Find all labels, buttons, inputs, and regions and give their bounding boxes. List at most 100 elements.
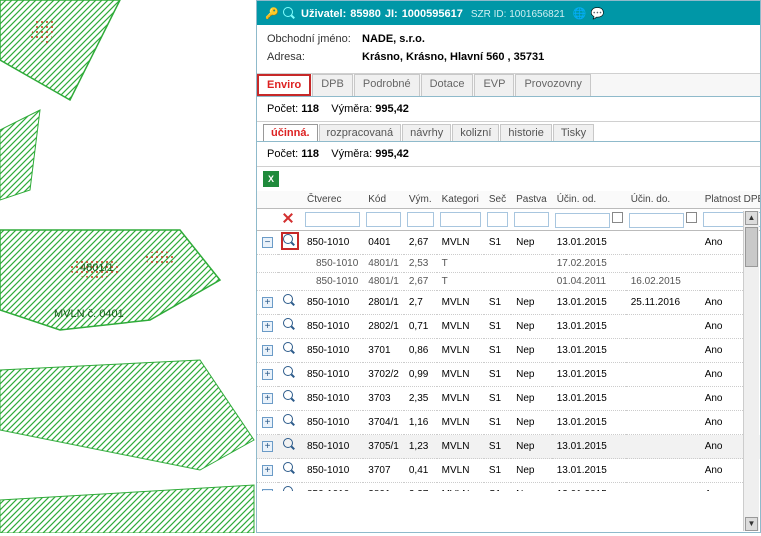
info-icon[interactable]: 💬	[591, 7, 605, 21]
tab-enviro[interactable]: Enviro	[257, 74, 311, 96]
subtab-0[interactable]: účinná.	[263, 124, 318, 141]
table-row[interactable]: +850-10103705/11,23MVLNS1Nep13.01.2015An…	[257, 435, 760, 459]
zoom-to-icon[interactable]	[283, 366, 297, 380]
cell-od: 13.01.2015	[552, 435, 626, 459]
collapse-icon[interactable]: −	[262, 237, 273, 248]
table-row[interactable]: +850-10102802/10,71MVLNS1Nep13.01.2015An…	[257, 315, 760, 339]
cell-od: 13.01.2015	[552, 231, 626, 255]
table-row[interactable]: +850-101037070,41MVLNS1Nep13.01.2015Ano	[257, 459, 760, 483]
map-pane[interactable]: 4801/1 MVLN č. 0401	[0, 0, 256, 533]
filter-input-3[interactable]	[366, 212, 401, 227]
zoom-to-icon[interactable]	[283, 234, 297, 248]
tab-evp[interactable]: EVP	[474, 74, 514, 96]
szr-value: 1001656821	[509, 9, 565, 20]
scroll-up-arrow[interactable]: ▲	[745, 211, 758, 225]
zoom-to-icon[interactable]	[283, 462, 297, 476]
cell-vym: 2,53	[404, 255, 437, 273]
expand-icon[interactable]: +	[262, 465, 273, 476]
zoom-to-icon[interactable]	[283, 486, 297, 491]
date-picker-icon[interactable]	[612, 212, 623, 223]
area-value-2: 995,42	[375, 148, 409, 160]
cell-kat: MVLN	[437, 231, 484, 255]
filter-input-6[interactable]	[487, 212, 508, 227]
filter-input-4[interactable]	[407, 212, 434, 227]
subtab-2[interactable]: návrhy	[402, 124, 451, 141]
vertical-scrollbar[interactable]: ▲ ▼	[743, 211, 759, 531]
col-header-8[interactable]: Účin. od.	[552, 191, 626, 209]
expand-icon[interactable]: +	[262, 297, 273, 308]
globe-icon[interactable]: 🌐	[573, 7, 587, 21]
table-row[interactable]: +850-10102801/12,7MVLNS1Nep13.01.201525.…	[257, 291, 760, 315]
col-header-5[interactable]: Kategori	[437, 191, 484, 209]
col-header-7[interactable]: Pastva	[511, 191, 552, 209]
subtab-5[interactable]: Tisky	[553, 124, 594, 141]
table-row[interactable]: 850-10104801/12,53T17.02.2015	[257, 255, 760, 273]
expand-icon[interactable]: +	[262, 321, 273, 332]
subtab-4[interactable]: historie	[500, 124, 551, 141]
cell-sec: S1	[484, 411, 511, 435]
expand-icon[interactable]: +	[262, 369, 273, 380]
subtab-1[interactable]: rozpracovaná	[319, 124, 402, 141]
filter-input-5[interactable]	[440, 212, 481, 227]
table-row[interactable]: +850-101038012,37MVLNS1Nep13.01.2015Ano	[257, 483, 760, 492]
col-header-9[interactable]: Účin. do.	[626, 191, 700, 209]
excel-export-icon[interactable]: X	[263, 171, 279, 187]
cell-kod: 4801/1	[363, 273, 404, 291]
filter-input-9[interactable]	[629, 213, 684, 228]
table-row[interactable]: +850-10103702/20,99MVLNS1Nep13.01.2015An…	[257, 363, 760, 387]
col-header-4[interactable]: Vým.	[404, 191, 437, 209]
cell-sec: S1	[484, 291, 511, 315]
expand-icon[interactable]: +	[262, 417, 273, 428]
cell-pastva: Nep	[511, 363, 552, 387]
date-picker-icon[interactable]	[686, 212, 697, 223]
zoom-to-icon[interactable]	[283, 294, 297, 308]
col-header-3[interactable]: Kód	[363, 191, 404, 209]
count-label-2: Počet:	[267, 148, 298, 160]
expand-icon[interactable]: +	[262, 393, 273, 404]
map-label-mvln: MVLN č. 0401	[54, 308, 124, 320]
cell-pastva: Nep	[511, 291, 552, 315]
col-header-1[interactable]	[278, 191, 302, 209]
count-value-2: 118	[301, 148, 319, 160]
table-row[interactable]: −850-101004012,67MVLNS1Nep13.01.2015Ano	[257, 231, 760, 255]
clear-filters-icon[interactable]	[281, 211, 295, 225]
cell-sec: S1	[484, 315, 511, 339]
col-header-0[interactable]	[257, 191, 278, 209]
cell-pastva	[511, 273, 552, 291]
expand-icon[interactable]: +	[262, 345, 273, 356]
tab-podrobné[interactable]: Podrobné	[354, 74, 420, 96]
table-row[interactable]: +850-101037010,86MVLNS1Nep13.01.2015Ano	[257, 339, 760, 363]
subtab-3[interactable]: kolizní	[452, 124, 499, 141]
zoom-to-icon[interactable]	[283, 342, 297, 356]
tab-dpb[interactable]: DPB	[312, 74, 353, 96]
filter-input-7[interactable]	[514, 212, 549, 227]
col-header-10[interactable]: Platnost DPB	[700, 191, 760, 209]
tab-provozovny[interactable]: Provozovny	[515, 74, 590, 96]
panel-header: 🔑 Uživatel: 85980 JI: 1000595617 SZR ID:…	[257, 1, 760, 25]
filter-input-2[interactable]	[305, 212, 360, 227]
filter-input-8[interactable]	[555, 213, 610, 228]
table-row[interactable]: 850-10104801/12,67T01.04.201116.02.2015	[257, 273, 760, 291]
col-header-2[interactable]: Čtverec	[302, 191, 363, 209]
cell-ctverec: 850-1010	[302, 273, 363, 291]
count-value: 118	[301, 103, 319, 115]
table-row[interactable]: +850-101037032,35MVLNS1Nep13.01.2015Ano	[257, 387, 760, 411]
cell-pastva: Nep	[511, 483, 552, 492]
scroll-thumb[interactable]	[745, 227, 758, 267]
cell-kat: T	[437, 273, 484, 291]
tab-dotace[interactable]: Dotace	[421, 74, 474, 96]
col-header-6[interactable]: Seč	[484, 191, 511, 209]
cell-do	[626, 315, 700, 339]
cell-kod: 2801/1	[363, 291, 404, 315]
scroll-down-arrow[interactable]: ▼	[745, 517, 758, 531]
zoom-to-icon[interactable]	[283, 438, 297, 452]
business-name-label: Obchodní jméno:	[267, 33, 362, 45]
cell-kod: 3703	[363, 387, 404, 411]
zoom-to-icon[interactable]	[283, 318, 297, 332]
area-value: 995,42	[375, 103, 409, 115]
expand-icon[interactable]: +	[262, 441, 273, 452]
zoom-to-icon[interactable]	[283, 390, 297, 404]
table-row[interactable]: +850-10103704/11,16MVLNS1Nep13.01.2015An…	[257, 411, 760, 435]
zoom-to-icon[interactable]	[283, 414, 297, 428]
expand-icon[interactable]: +	[262, 489, 273, 491]
